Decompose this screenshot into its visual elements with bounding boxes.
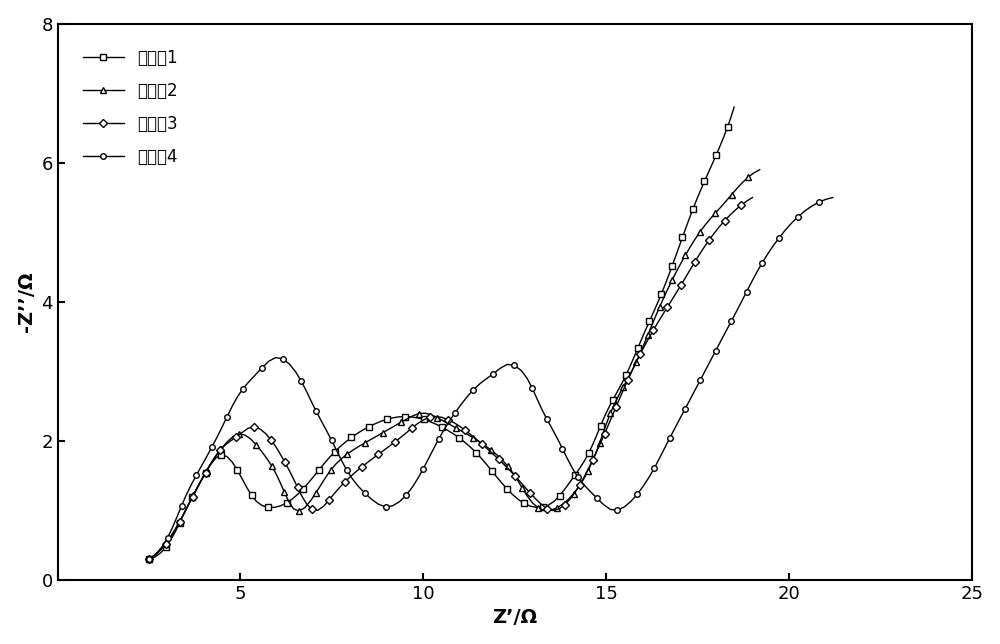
实施例3 (300, 500, 312, 507)
实施例4 (526, 384, 538, 392)
实施例1 (268, 504, 280, 511)
实施例2 (270, 470, 282, 478)
Line: 实施例1: 实施例1 (146, 104, 737, 562)
实施例1 (636, 336, 648, 343)
实施例4 (684, 395, 696, 403)
实施例1 (587, 440, 599, 448)
Legend: 实施例1, 实施例2, 实施例3, 实施例4: 实施例1, 实施例2, 实施例3, 实施例4 (66, 32, 195, 182)
实施例3 (270, 443, 282, 451)
实施例1 (714, 142, 726, 149)
实施例3 (746, 194, 758, 202)
实施例2 (731, 185, 743, 193)
Line: 实施例4: 实施例4 (146, 194, 836, 562)
实施例1 (728, 103, 740, 111)
实施例2 (143, 555, 155, 563)
实施例3 (578, 473, 590, 480)
实施例2 (634, 349, 646, 357)
实施例3 (493, 455, 505, 463)
实施例2 (502, 462, 514, 470)
X-axis label: Z’/Ω: Z’/Ω (492, 609, 537, 627)
Y-axis label: -Z’’/Ω: -Z’’/Ω (17, 272, 36, 332)
实施例1 (501, 486, 513, 493)
Line: 实施例2: 实施例2 (146, 167, 763, 562)
实施例2 (754, 166, 766, 173)
实施例4 (799, 207, 811, 215)
实施例4 (143, 555, 155, 563)
实施例3 (626, 367, 638, 375)
实施例4 (283, 360, 295, 368)
实施例1 (308, 473, 320, 480)
实施例2 (586, 458, 598, 466)
实施例1 (143, 555, 155, 563)
实施例4 (827, 194, 839, 202)
实施例2 (305, 497, 317, 504)
实施例3 (724, 211, 736, 219)
实施例3 (143, 555, 155, 563)
实施例4 (321, 427, 333, 435)
实施例4 (619, 503, 631, 511)
Line: 实施例3: 实施例3 (146, 194, 755, 562)
